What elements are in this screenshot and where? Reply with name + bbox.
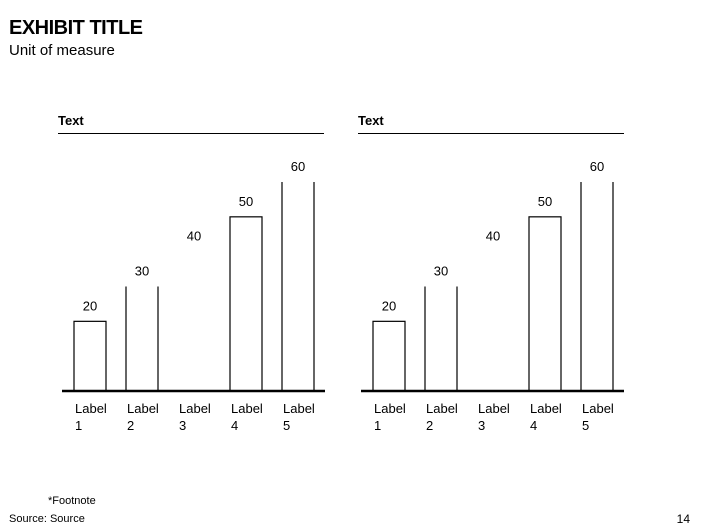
- bar-4: [528, 216, 562, 392]
- bar-1: [372, 320, 406, 392]
- page-number: 14: [676, 512, 690, 526]
- bar-value-label: 40: [486, 229, 500, 244]
- category-label: Label 3: [179, 401, 211, 433]
- bar-value-label: 60: [291, 159, 305, 174]
- bar-1: [73, 320, 107, 392]
- bar-value-label: 20: [382, 298, 396, 313]
- bar-value-label: 40: [187, 229, 201, 244]
- bar-value-label: 50: [538, 194, 552, 209]
- bar-5: [281, 182, 315, 391]
- bar-2: [125, 286, 159, 391]
- bar-5: [580, 182, 614, 391]
- exhibit-title: EXHIBIT TITLE: [9, 17, 143, 39]
- bar-value-label: 30: [434, 264, 448, 279]
- bar-chart-1: 20 Label 1 30 Label 2 40 Label 3 50 Label 4 60 Label 5: [62, 159, 325, 433]
- category-label: Label 5: [582, 401, 614, 433]
- bar-value-label: 20: [83, 298, 97, 313]
- bar-3: [477, 252, 509, 391]
- unit-of-measure: Unit of measure: [9, 42, 115, 59]
- category-label: Label 3: [478, 401, 510, 433]
- chart-2-heading-rule: [358, 133, 624, 134]
- bar-value-label: 60: [590, 159, 604, 174]
- category-label: Label 5: [283, 401, 315, 433]
- bar-2: [424, 286, 458, 391]
- chart-2-heading: Text: [358, 113, 384, 128]
- bar-value-label: 50: [239, 194, 253, 209]
- category-label: Label 1: [374, 401, 406, 433]
- source-note: Source: Source: [9, 513, 85, 525]
- chart-1-heading: Text: [58, 113, 84, 128]
- category-label: Label 1: [75, 401, 107, 433]
- chart-1-heading-rule: [58, 133, 324, 134]
- category-label: Label 2: [127, 401, 159, 433]
- bar-chart-2: 20 Label 1 30 Label 2 40 Label 3 50 Label 4 60 Label 5: [361, 159, 624, 433]
- category-label: Label 4: [231, 401, 263, 433]
- category-label: Label 4: [530, 401, 562, 433]
- category-label: Label 2: [426, 401, 458, 433]
- bar-value-label: 30: [135, 264, 149, 279]
- footnote: *Footnote: [48, 495, 96, 507]
